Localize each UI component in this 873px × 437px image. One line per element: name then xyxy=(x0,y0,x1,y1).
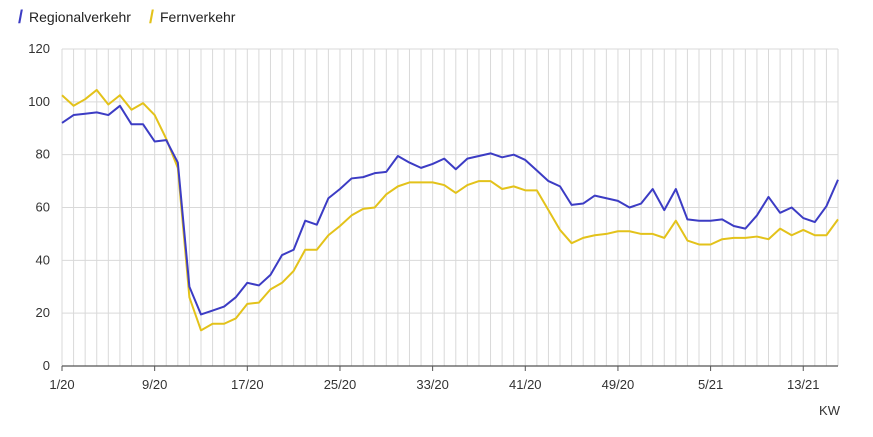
y-tick-label: 60 xyxy=(36,200,50,215)
series-line-fernverkehr xyxy=(61,88,839,332)
x-tick-label: 5/21 xyxy=(698,377,723,392)
legend-swatch-fern-icon: / xyxy=(148,7,154,27)
legend-swatch-regional-icon: / xyxy=(18,7,24,27)
x-tick-label: 33/20 xyxy=(416,377,449,392)
legend-label-fern: Fernverkehr xyxy=(159,9,236,25)
legend-item-fern[interactable]: / Fernverkehr xyxy=(149,8,235,26)
x-axis-ticks: 1/20 9/20 17/20 25/20 33/20 41/20 49/20 5/21 13/… xyxy=(49,366,820,392)
x-axis-label: KW xyxy=(819,403,841,418)
y-tick-label: 120 xyxy=(28,41,50,56)
x-tick-label: 13/21 xyxy=(787,377,820,392)
series-lines xyxy=(61,88,839,332)
x-tick-label: 25/20 xyxy=(324,377,357,392)
x-tick-label: 1/20 xyxy=(49,377,74,392)
y-tick-label: 100 xyxy=(28,94,50,109)
legend-label-regional: Regionalverkehr xyxy=(29,9,131,25)
y-axis-ticks: 0 20 40 60 80 100 120 xyxy=(28,41,50,373)
x-tick-label: 41/20 xyxy=(509,377,542,392)
x-tick-label: 9/20 xyxy=(142,377,167,392)
horizontal-gridlines xyxy=(62,48,838,367)
y-tick-label: 40 xyxy=(36,252,50,267)
y-tick-label: 0 xyxy=(43,358,50,373)
x-tick-label: 17/20 xyxy=(231,377,264,392)
y-tick-label: 20 xyxy=(36,305,50,320)
legend: / Regionalverkehr / Fernverkehr xyxy=(18,8,235,26)
series-line-regionalverkehr xyxy=(61,104,839,316)
x-tick-label: 49/20 xyxy=(602,377,635,392)
y-tick-label: 80 xyxy=(36,147,50,162)
legend-item-regional[interactable]: / Regionalverkehr xyxy=(18,8,131,26)
